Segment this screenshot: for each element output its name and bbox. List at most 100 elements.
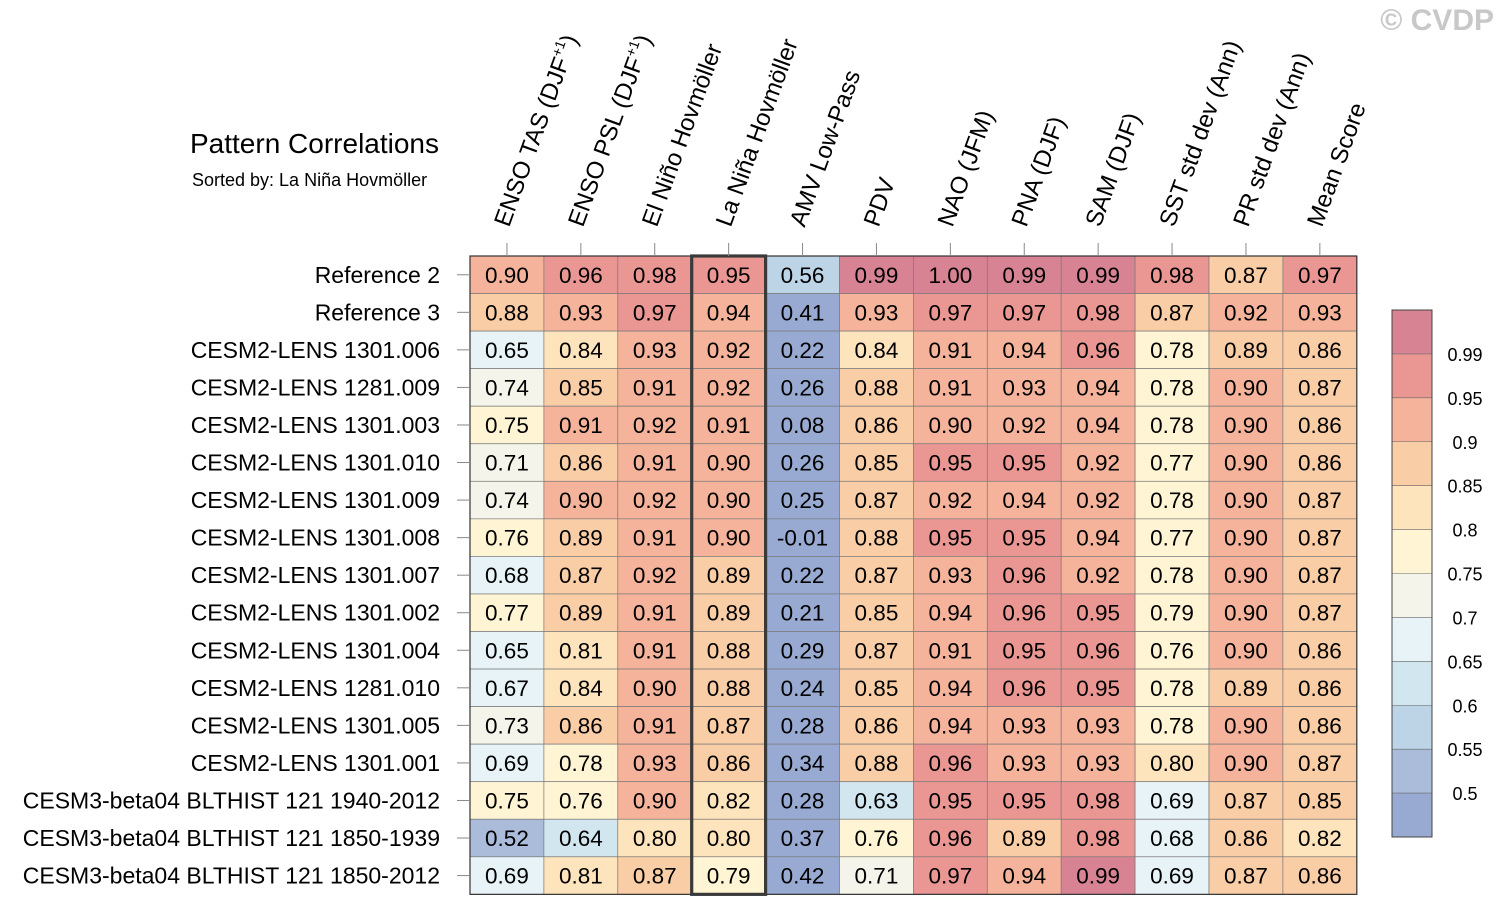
cell-value: 0.68	[485, 563, 529, 588]
cell-value: 0.89	[1002, 826, 1046, 851]
heatmap-cell	[986, 781, 1062, 820]
heatmap-cell	[1060, 443, 1136, 482]
cell-value: 0.93	[1002, 751, 1046, 776]
row-label: CESM3-beta04 BLTHIST 121 1850-1939	[23, 825, 440, 851]
cell-value: 0.91	[559, 413, 603, 438]
cell-value: 0.91	[633, 375, 677, 400]
row-label: CESM2-LENS 1301.010	[191, 450, 440, 476]
heatmap-cell	[913, 518, 988, 557]
heatmap-cell	[765, 330, 840, 370]
heatmap-cell	[765, 518, 840, 557]
colorbar-segment	[1392, 793, 1432, 837]
cell-value: 0.92	[1076, 488, 1120, 513]
cell-value: 0.96	[559, 263, 603, 288]
cell-value: 0.26	[781, 451, 825, 476]
heatmap-cell	[617, 443, 693, 482]
cell-value: 0.92	[1076, 451, 1120, 476]
heatmap-cell	[543, 706, 619, 745]
cell-value: 0.37	[781, 826, 825, 851]
heatmap-cell	[469, 330, 545, 370]
heatmap-cell	[1134, 818, 1210, 858]
cell-value: 0.98	[1076, 826, 1120, 851]
heatmap-cell	[543, 818, 619, 858]
cell-value: 0.42	[781, 864, 825, 889]
cell-value: 0.93	[1076, 713, 1120, 738]
heatmap-cell	[913, 781, 988, 820]
heatmap-cell	[913, 856, 988, 895]
cell-value: 0.96	[928, 826, 972, 851]
cell-value: 0.76	[485, 526, 529, 551]
cell-value: 0.90	[1224, 713, 1268, 738]
row-label: Reference 3	[315, 299, 440, 325]
cell-value: 0.93	[633, 338, 677, 363]
colorbar-label: 0.75	[1447, 565, 1482, 585]
heatmap-cell	[617, 368, 693, 407]
cell-value: 0.96	[1002, 601, 1046, 626]
cell-value: 0.81	[559, 864, 603, 889]
cell-value: 0.67	[485, 676, 529, 701]
cell-value: 0.91	[928, 338, 972, 363]
cell-value: 0.95	[1002, 638, 1046, 663]
row-label: CESM2-LENS 1301.006	[191, 337, 440, 363]
cell-value: 0.86	[1298, 451, 1342, 476]
colorbar-label: 0.85	[1447, 477, 1482, 497]
heatmap-cell	[1134, 668, 1210, 707]
cell-value: 0.79	[1150, 601, 1194, 626]
cell-value: 0.99	[1002, 263, 1046, 288]
heatmap-cell	[543, 781, 619, 820]
heatmap-cell	[765, 631, 840, 670]
cell-value: 0.79	[707, 864, 751, 889]
heatmap-cell	[1208, 368, 1284, 407]
heatmap-cell	[913, 706, 988, 745]
cell-value: 0.90	[1224, 563, 1268, 588]
colorbar-segment	[1392, 573, 1432, 618]
heatmap-cell	[543, 405, 619, 445]
column-label: ENSO TAS (DJF+1)	[487, 31, 583, 231]
cell-value: 0.86	[559, 713, 603, 738]
heatmap-cell	[986, 255, 1062, 294]
heatmap-cell	[1134, 518, 1210, 557]
row-label: CESM3-beta04 BLTHIST 121 1940-2012	[23, 787, 440, 813]
cell-value: 0.25	[781, 488, 825, 513]
cell-value: 0.28	[781, 788, 825, 813]
cell-value: 0.94	[1076, 526, 1120, 551]
cell-value: 0.85	[855, 601, 899, 626]
cell-value: 0.65	[485, 338, 529, 363]
heatmap-cell	[1282, 293, 1358, 332]
row-label: CESM2-LENS 1281.009	[191, 374, 440, 400]
cell-value: 0.84	[559, 676, 603, 701]
cell-value: 0.63	[855, 788, 899, 813]
heatmap-cell	[1282, 518, 1358, 557]
cell-value: 0.24	[781, 676, 825, 701]
cell-value: 0.87	[855, 638, 899, 663]
cell-value: 0.91	[633, 713, 677, 738]
heatmap-cell	[1134, 368, 1210, 407]
column-label: El Niño Hovmöller	[637, 40, 728, 230]
cell-value: 0.99	[1076, 263, 1120, 288]
heatmap-cell	[839, 593, 914, 632]
heatmap-cell	[617, 405, 693, 445]
cell-value: 0.82	[1298, 826, 1342, 851]
cell-value: 0.84	[559, 338, 603, 363]
cell-value: 0.95	[1002, 451, 1046, 476]
heatmap-cell	[913, 368, 988, 407]
row-label: CESM2-LENS 1281.010	[191, 675, 440, 701]
colorbar-label: 0.55	[1447, 740, 1482, 760]
cell-value: 0.92	[707, 338, 751, 363]
cell-value: 0.90	[707, 526, 751, 551]
column-label: SST std dev (Ann)	[1154, 37, 1246, 230]
cell-value: 0.90	[1224, 751, 1268, 776]
heatmap-cell	[913, 480, 988, 520]
heatmap-cell	[765, 368, 840, 407]
heatmap-cell	[839, 706, 914, 745]
cell-value: 0.89	[559, 601, 603, 626]
cell-value: 0.92	[633, 563, 677, 588]
heatmap-cell	[765, 293, 840, 332]
cell-value: 0.52	[485, 826, 529, 851]
heatmap-cell	[913, 255, 988, 294]
heatmap-cell	[1282, 368, 1358, 407]
heatmap-cell	[839, 330, 914, 370]
cell-value: 0.78	[1150, 413, 1194, 438]
heatmap-cell	[1282, 856, 1358, 895]
heatmap-cell	[691, 781, 766, 820]
